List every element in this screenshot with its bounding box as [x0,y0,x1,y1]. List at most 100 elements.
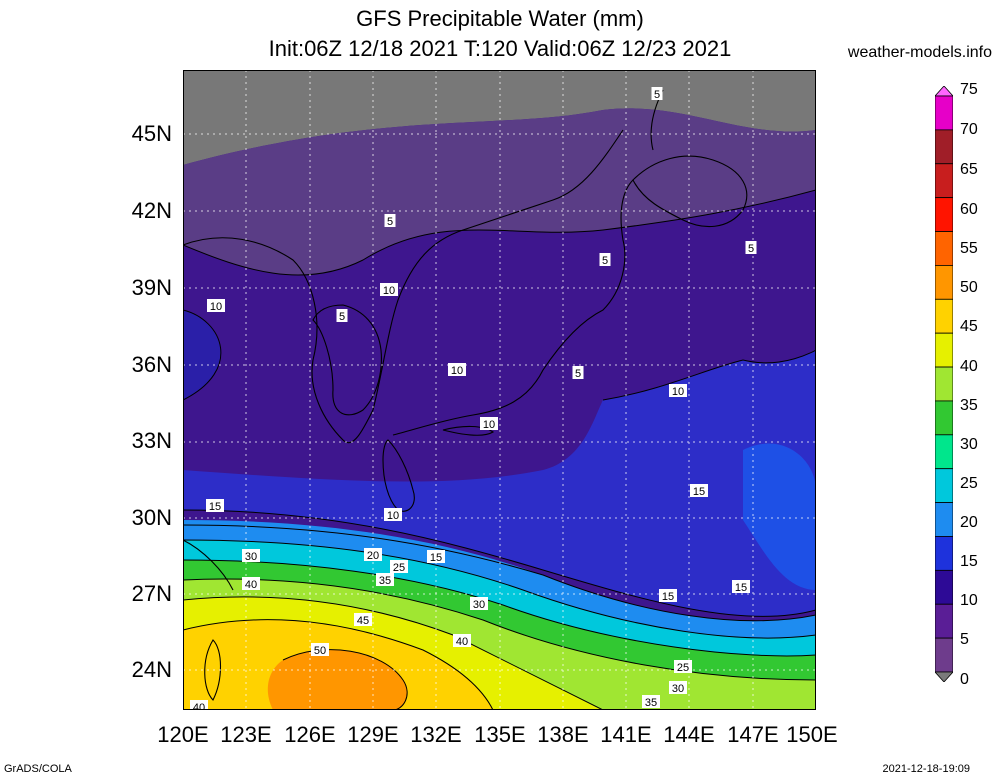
coast-shikoku [442,425,495,436]
lon-tick-label: 147E [727,722,779,747]
contour-10-west [183,309,222,401]
contour-5 [183,189,816,276]
lat-tick-label: 24N [131,657,172,682]
contour-label-box [669,384,687,397]
lat-tick-label: 27N [131,581,172,606]
map-frame [183,70,816,710]
coastlines [183,89,748,701]
lon-tick-label: 138E [537,722,589,747]
field-20-east [743,443,816,590]
colorbar-label: 20 [960,514,978,531]
contour-label-box [376,573,394,586]
contour-label: 10 [383,285,395,297]
lat-tick-label: 33N [131,428,172,453]
coast-honshu [392,179,634,436]
contour-35 [183,578,816,681]
contour-label-box [427,550,445,563]
lon-tick-label: 132E [410,722,462,747]
colorbar-label: 45 [960,318,978,335]
colorbar-label: 40 [960,358,978,375]
lat-tick-label: 42N [131,198,172,223]
footer-credit: GrADS/COLA [4,763,72,775]
contour-label: 40 [193,702,205,710]
lon-tick-label: 129E [347,722,399,747]
colorbar-label: 30 [960,436,978,453]
colorbar-top-arrow [935,86,953,97]
contour-25 [183,539,816,639]
colorbar-label: 10 [960,592,978,609]
coast-asia-mainland [183,129,624,443]
contour-label-box [384,508,402,521]
colorbar-bin [935,637,953,673]
field-50 [267,649,408,710]
contour-label: 10 [483,419,495,431]
colorbar-label: 65 [960,161,978,178]
contour-label: 50 [314,645,326,657]
contour-label-box [659,589,677,602]
contour-label: 25 [393,562,405,574]
colorbar-bin [935,298,953,334]
contour-15 [183,509,816,617]
contour-label-box [480,417,498,430]
lat-tick-label: 45N [131,121,172,146]
colorbar-bin [935,400,953,436]
colorbar-bin [935,129,953,165]
contour-label-box [380,283,398,296]
precipitable-water-map: 5 5 5 5 5 5 10 10 10 10 10 10 15 15 15 15 15 20 25 25 30 30 30… [183,70,816,710]
colorbar-bin [935,366,953,402]
contour-label: 5 [602,255,608,267]
contour-label-box [690,484,708,497]
contour-label: 10 [210,301,222,313]
contour-label-box [242,549,260,562]
contour-label: 10 [387,510,399,522]
contour-45 [183,619,494,710]
map-canvas: 5 5 5 5 5 5 10 10 10 10 10 10 15 15 15 15 15 20 25 25 30 30 30… [183,70,816,710]
lon-tick-label: 150E [786,722,838,747]
colorbar-bin [935,434,953,470]
contour-label: 25 [677,662,689,674]
contour-label: 15 [735,582,747,594]
contour-20 [183,524,816,622]
contour-labels: 5 5 5 5 5 5 10 10 10 10 10 10 15 15 15 15 15 20 25 25 30 30 30… [190,87,757,710]
lon-tick-label: 123E [220,722,272,747]
lon-tick-label: 126E [284,722,336,747]
colorbar-label: 50 [960,279,978,296]
contour-label: 45 [357,615,369,627]
contour-label-box [206,499,224,512]
colorbar-bin [935,197,953,232]
contour-label: 15 [662,591,674,603]
contour-label: 5 [339,311,345,323]
coast-china-east [183,539,234,591]
colorbar-label: 35 [960,397,978,414]
contour-label: 40 [456,636,468,648]
lon-tick-label: 141E [600,722,652,747]
chart-subtitle: Init:06Z 12/18 2021 T:120 Valid:06Z 12/2… [268,36,732,61]
lon-tick-label: 120E [157,722,209,747]
contour-label-box [470,597,488,610]
contour-label: 5 [748,243,754,255]
coast-korea [312,304,382,416]
contour-label: 15 [430,552,442,564]
colorbar-bin [935,502,953,537]
contour-label-box [599,253,611,266]
field-15 [183,350,816,617]
contour-40 [183,596,604,710]
lat-tick-label: 36N [131,352,172,377]
contour-label-box [364,548,382,561]
colorbar-bin [935,468,953,503]
lat-tick-label: 39N [131,275,172,300]
chart-title: GFS Precipitable Water (mm) [356,6,644,31]
contour-label: 5 [387,216,393,228]
contour-label-box [674,660,692,673]
gridlines [183,70,816,710]
contour-label-box [190,700,208,710]
lat-tick-label: 30N [131,505,172,530]
colorbar-bin [935,603,953,639]
colorbar [935,86,953,682]
colorbar-label: 75 [960,81,978,98]
contour-label-box [453,634,471,647]
contour-label: 5 [575,368,581,380]
colorbar-bin [935,231,953,266]
contour-label-box [732,580,750,593]
contour-label-box [651,87,663,100]
